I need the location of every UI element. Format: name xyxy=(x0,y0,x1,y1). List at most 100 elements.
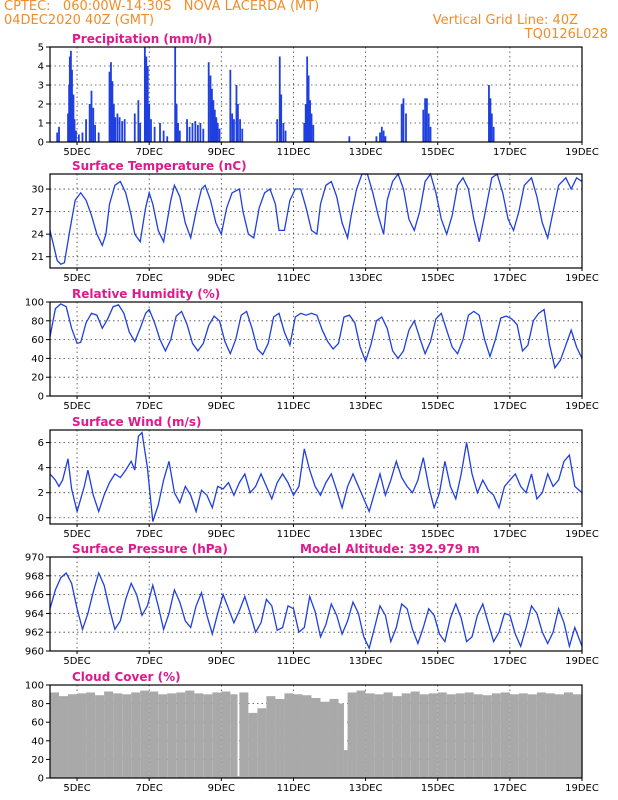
panel-frame xyxy=(49,173,583,269)
cloud-bar xyxy=(68,694,78,778)
precip-bar xyxy=(56,132,59,142)
panel-title: Surface Wind (m/s) xyxy=(72,415,202,429)
y-tick-label: 30 xyxy=(31,185,44,196)
precip-bar xyxy=(492,126,495,142)
precip-bar xyxy=(139,123,142,142)
cloud-bar xyxy=(545,693,555,778)
cloud-bar xyxy=(518,693,528,778)
precip-bar xyxy=(72,94,75,142)
cloud-bar xyxy=(464,692,474,778)
cloud-bar xyxy=(167,693,177,778)
precip-bar xyxy=(133,113,136,142)
x-tick-label: 7DEC xyxy=(135,401,162,412)
precip-bar xyxy=(278,56,281,142)
precip-bar xyxy=(110,62,112,143)
precip-bar xyxy=(73,119,76,142)
precip-bar xyxy=(239,119,241,142)
y-tick-label: 1 xyxy=(38,119,44,130)
series-line xyxy=(49,303,583,370)
cloud-bar xyxy=(563,692,573,778)
precip-bar xyxy=(384,136,387,142)
cloud-bar xyxy=(176,692,186,778)
series-line xyxy=(49,172,583,265)
y-tick-label: 966 xyxy=(25,590,44,601)
x-tick-label: 11DEC xyxy=(277,147,311,158)
x-tick-label: 9DEC xyxy=(208,401,235,412)
y-tick-label: 0 xyxy=(38,774,44,785)
panel-5: Cloud Cover (%) 0 20 40 60 80 100 5DEC 7DEC 9DEC 1… xyxy=(25,670,599,794)
cloud-bar xyxy=(554,694,564,778)
precip-bar xyxy=(382,130,385,142)
x-tick-label: 13DEC xyxy=(349,147,383,158)
precip-bar xyxy=(194,121,197,142)
cloud-bar xyxy=(86,692,96,778)
precip-bar xyxy=(488,85,490,142)
precip-bar xyxy=(309,100,311,142)
y-tick-label: 100 xyxy=(25,681,44,692)
panel-3: Surface Wind (m/s) 0 2 4 6 5DEC 7DEC 9DEC 11DEC 1… xyxy=(38,415,599,540)
precip-bar xyxy=(177,123,179,142)
header-line-1: CPTEC: 060:00W-14:30S NOVA LACERDA (MT) xyxy=(4,0,320,14)
cloud-bar xyxy=(446,694,456,778)
x-tick-label: 11DEC xyxy=(277,529,311,540)
precip-bar xyxy=(166,136,169,142)
cloud-bar xyxy=(410,691,420,778)
y-tick-label: 60 xyxy=(31,718,44,729)
x-tick-label: 5DEC xyxy=(63,147,90,158)
x-tick-label: 17DEC xyxy=(493,273,527,284)
precip-bar xyxy=(424,98,427,142)
x-tick-label: 7DEC xyxy=(135,273,162,284)
cloud-bar xyxy=(491,693,501,778)
precip-bar xyxy=(121,121,124,142)
y-tick-label: 40 xyxy=(31,736,44,747)
cloud-bar xyxy=(356,690,366,778)
panel-frame xyxy=(49,46,583,143)
cloud-bar xyxy=(239,692,249,778)
precip-bar xyxy=(375,136,378,142)
precip-bar xyxy=(422,109,425,142)
cloud-bar xyxy=(482,695,492,778)
precip-bar xyxy=(231,113,234,142)
precip-bar xyxy=(90,90,93,142)
precip-bar xyxy=(284,130,287,142)
y-tick-label: 964 xyxy=(25,609,44,620)
precip-bar xyxy=(306,56,309,142)
precip-bar xyxy=(145,56,148,142)
cloud-bar xyxy=(212,692,222,778)
precip-bar xyxy=(111,81,114,142)
cloud-bar xyxy=(437,692,447,778)
x-tick-label: 5DEC xyxy=(63,783,90,794)
x-tick-label: 17DEC xyxy=(493,529,527,540)
cloud-bar xyxy=(329,698,339,778)
x-tick-label: 5DEC xyxy=(63,273,90,284)
header-right-2: TQ0126L028 xyxy=(524,27,608,42)
cloud-bar xyxy=(131,692,141,778)
y-tick-label: 968 xyxy=(25,571,44,582)
y-tick-label: 80 xyxy=(31,316,44,327)
y-tick-label: 2 xyxy=(38,488,44,499)
x-tick-label: 19DEC xyxy=(565,273,599,284)
cloud-bar xyxy=(302,695,312,778)
precip-bar xyxy=(75,130,77,142)
x-tick-label: 7DEC xyxy=(135,529,162,540)
precip-bar xyxy=(162,130,165,142)
precip-bar xyxy=(202,128,205,142)
precip-bar xyxy=(427,113,430,142)
x-tick-label: 9DEC xyxy=(208,529,235,540)
series-line xyxy=(49,431,583,522)
cloud-bar xyxy=(203,694,213,778)
cloud-bar xyxy=(338,703,344,778)
precip-bar xyxy=(429,126,432,142)
cloud-bar xyxy=(237,776,240,778)
precip-bar xyxy=(237,104,239,142)
panel-title: Surface Temperature (nC) xyxy=(72,159,247,173)
x-tick-label: 17DEC xyxy=(493,783,527,794)
x-tick-label: 9DEC xyxy=(208,656,235,667)
precip-bar xyxy=(85,119,87,142)
y-tick-label: 4 xyxy=(38,463,44,474)
precip-bar xyxy=(88,104,91,142)
y-tick-label: 20 xyxy=(31,755,44,766)
y-tick-label: 960 xyxy=(25,647,44,658)
x-tick-label: 11DEC xyxy=(277,783,311,794)
precip-bar xyxy=(58,126,60,142)
